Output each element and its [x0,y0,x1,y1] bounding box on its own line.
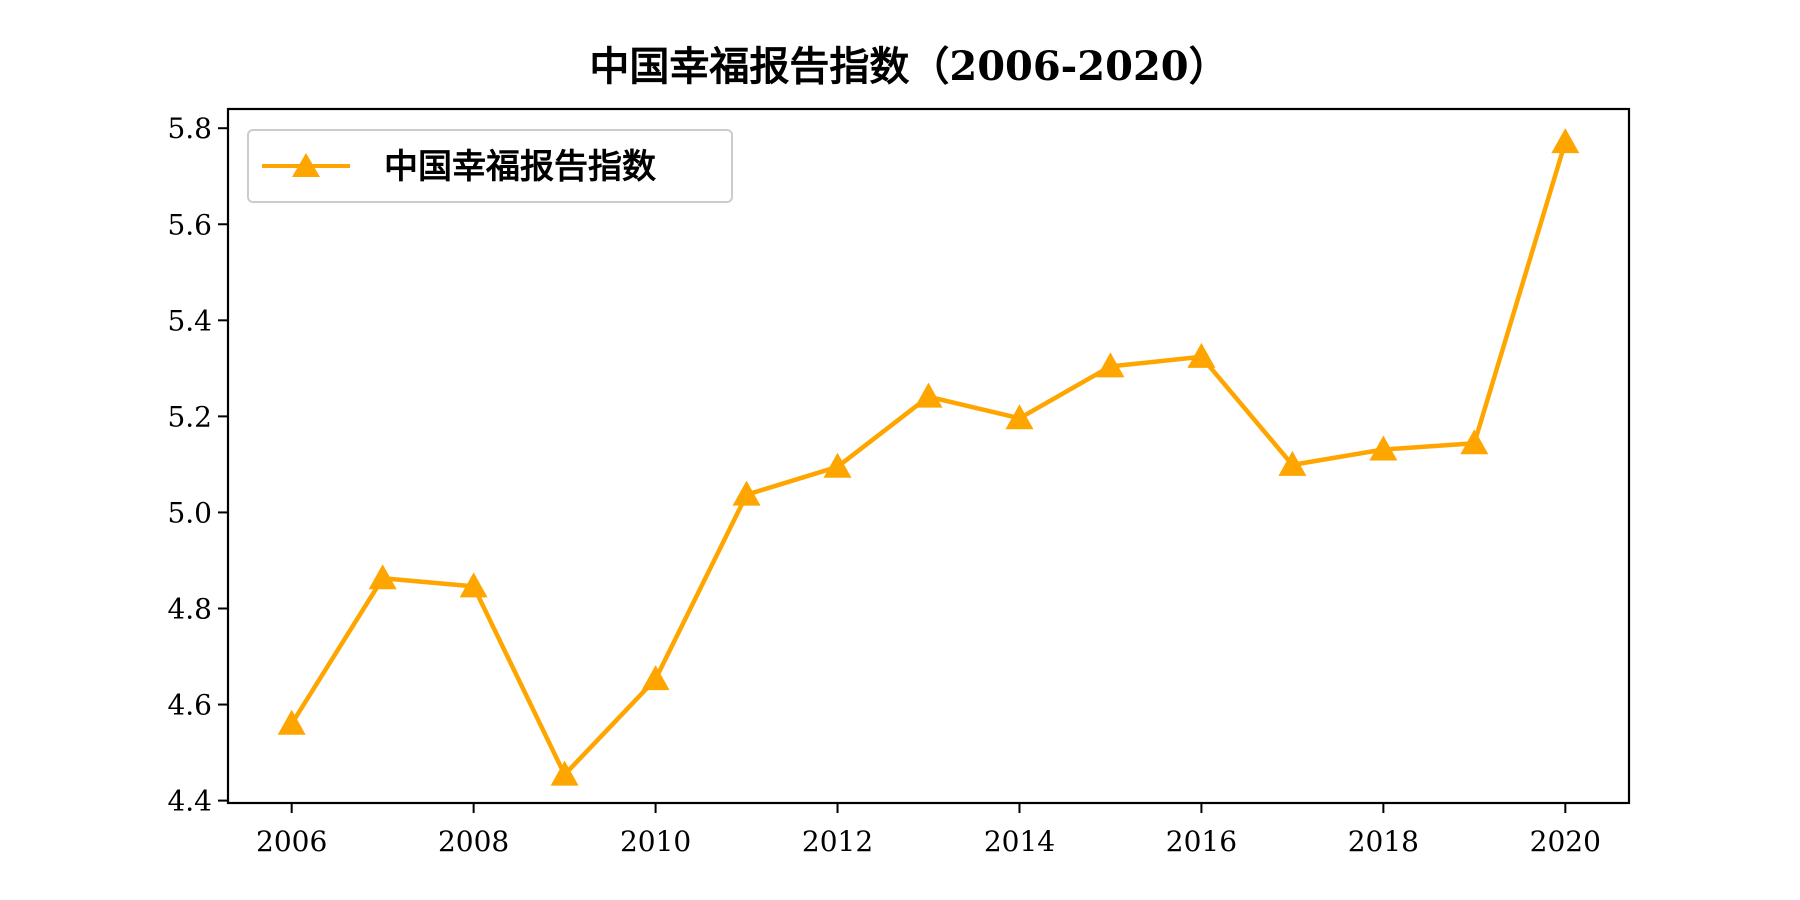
y-axis: 4.4 4.6 4.8 5.0 5.2 5.4 5.6 5.8 [167,112,228,818]
data-point-marker [368,564,397,590]
data-point-marker [277,709,306,735]
legend-marker-triangle [292,153,320,177]
x-tick-label: 2008 [438,825,509,858]
data-point-marker [1369,435,1398,461]
data-point-marker [1096,352,1125,378]
chart-title: 中国幸福报告指数（2006-2020） [589,43,1228,90]
x-tick-label: 2012 [802,825,873,858]
y-tick-label: 5.8 [167,112,212,145]
series-layer [277,128,1580,786]
x-tick-label: 2020 [1530,825,1601,858]
y-tick-label: 4.6 [167,689,212,722]
y-tick-label: 5.6 [167,208,212,241]
x-tick-label: 2016 [1166,825,1237,858]
data-point-marker [1460,429,1489,455]
data-point-marker [641,665,670,691]
legend-label: 中国幸福报告指数 [384,147,656,187]
x-tick-label: 2018 [1348,825,1419,858]
legend-box [247,129,733,203]
data-point-marker [823,452,852,478]
x-tick-label: 2014 [984,825,1055,858]
data-point-marker [1551,128,1580,154]
y-tick-label: 5.4 [167,304,212,337]
y-tick-label: 4.4 [167,785,212,818]
data-point-marker [914,382,943,408]
y-tick-label: 5.2 [167,400,212,433]
plot-frame [226,107,1631,805]
x-axis: 2006 2008 2010 2012 2014 2016 2018 2020 [256,803,1601,858]
data-point-marker [732,480,761,506]
y-tick-label: 5.0 [167,496,212,529]
data-point-marker [1005,404,1034,430]
data-point-marker [459,572,488,598]
data-point-marker [1187,342,1216,368]
x-tick-label: 2006 [256,825,327,858]
data-point-marker [550,760,579,786]
legend: 中国幸福报告指数 [247,129,733,203]
data-point-marker [1278,450,1307,476]
x-tick-label: 2010 [620,825,691,858]
y-tick-label: 4.8 [167,592,212,625]
